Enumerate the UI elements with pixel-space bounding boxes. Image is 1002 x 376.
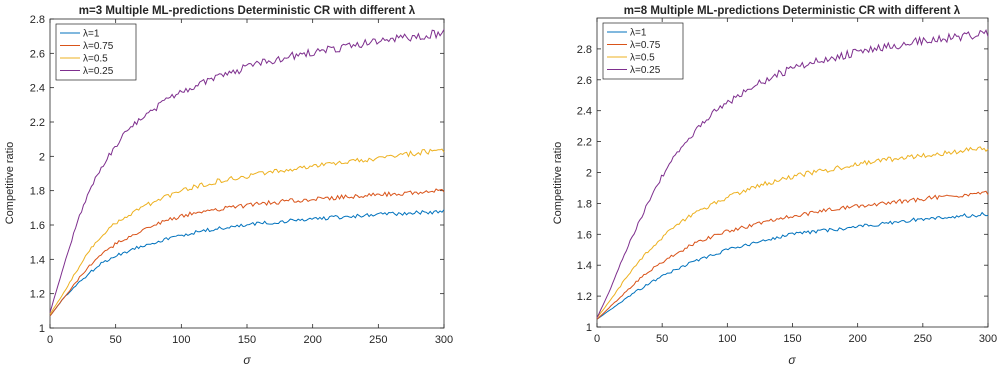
chart-m3: m=3 Multiple ML-predictions Deterministi… [0, 0, 454, 376]
x-tick-label: 0 [47, 334, 53, 346]
plot-area: 0 50 100 150 200 250 300 1 1.2 1.4 1.6 1.8 2 2.2 2.4 2.… [30, 14, 453, 346]
y-tick-label: 2.2 [30, 117, 45, 129]
series-line-1 [596, 211, 989, 320]
legend-label: λ=0.75 [630, 40, 661, 51]
x-tick-label: 100 [718, 333, 736, 345]
series-line-3 [49, 148, 445, 315]
series-line-2 [596, 190, 989, 320]
y-tick-label: 2.4 [577, 106, 592, 118]
y-tick-label: 1.8 [30, 186, 45, 198]
x-tick-label: 200 [303, 334, 321, 346]
x-tick-label: 100 [172, 334, 190, 346]
chart-title: m=8 Multiple ML-predictions Deterministi… [624, 5, 961, 17]
legend-label: λ=0.5 [630, 53, 655, 64]
series-line-3 [596, 146, 989, 319]
y-tick-label: 1.4 [30, 254, 45, 266]
series-line-4 [596, 28, 989, 318]
x-tick-label: 200 [848, 333, 866, 345]
x-tick-label: 50 [110, 334, 122, 346]
x-tick-label: 250 [914, 333, 932, 345]
y-tick-label: 2.8 [30, 14, 45, 26]
x-axis-label: σ [788, 353, 796, 367]
y-tick-label: 1.6 [577, 229, 592, 241]
y-tick-label: 2.2 [577, 137, 592, 149]
x-axis-label: σ [243, 353, 251, 367]
chart-title: m=3 Multiple ML-predictions Deterministi… [79, 5, 416, 17]
y-axis-label: Competitive ratio [552, 142, 564, 225]
legend-label: λ=1 [83, 29, 100, 40]
y-tick-label: 2.8 [577, 44, 592, 56]
y-tick-label: 1.6 [30, 220, 45, 232]
x-tick-label: 150 [238, 334, 256, 346]
y-tick-label: 1.2 [577, 291, 592, 303]
y-tick-label: 2 [39, 151, 45, 163]
y-tick-label: 1.2 [30, 289, 45, 301]
y-tick-label: 2.4 [30, 83, 45, 95]
x-tick-label: 0 [594, 333, 600, 345]
y-tick-label: 2.6 [30, 48, 45, 60]
y-tick-label: 1.8 [577, 198, 592, 210]
series-line-1 [49, 209, 445, 317]
chart-m8: m=8 Multiple ML-predictions Deterministi… [548, 0, 1002, 376]
y-axis-label: Competitive ratio [4, 142, 16, 225]
legend-label: λ=0.25 [630, 65, 661, 76]
legend-label: λ=1 [630, 28, 647, 39]
y-tick-label: 1.4 [577, 260, 592, 272]
plot-area: 0 50 100 150 200 250 300 1 1.2 1.4 1.6 1.8 2 2.2 2.4 2.… [577, 17, 997, 345]
y-tick-label: 2 [586, 168, 592, 180]
legend-label: λ=0.5 [83, 54, 108, 65]
x-tick-label: 300 [979, 333, 997, 345]
x-tick-label: 150 [783, 333, 801, 345]
x-tick-label: 300 [435, 334, 453, 346]
y-tick-label: 1 [39, 323, 45, 335]
series-line-4 [49, 29, 445, 313]
y-tick-label: 1 [586, 322, 592, 334]
series-line-2 [49, 188, 445, 317]
chart-m3-svg: m=3 Multiple ML-predictions Deterministi… [4, 5, 453, 367]
legend-label: λ=0.75 [83, 41, 114, 52]
x-tick-label: 250 [369, 334, 387, 346]
x-tick-label: 50 [656, 333, 668, 345]
legend: λ=1λ=0.75 λ=0.5λ=0.25 [602, 22, 684, 80]
y-tick-label: 2.6 [577, 75, 592, 87]
chart-m8-svg: m=8 Multiple ML-predictions Deterministi… [552, 5, 997, 367]
legend: λ=1λ=0.75 λ=0.5λ=0.25 [55, 23, 137, 81]
legend-label: λ=0.25 [83, 66, 114, 77]
